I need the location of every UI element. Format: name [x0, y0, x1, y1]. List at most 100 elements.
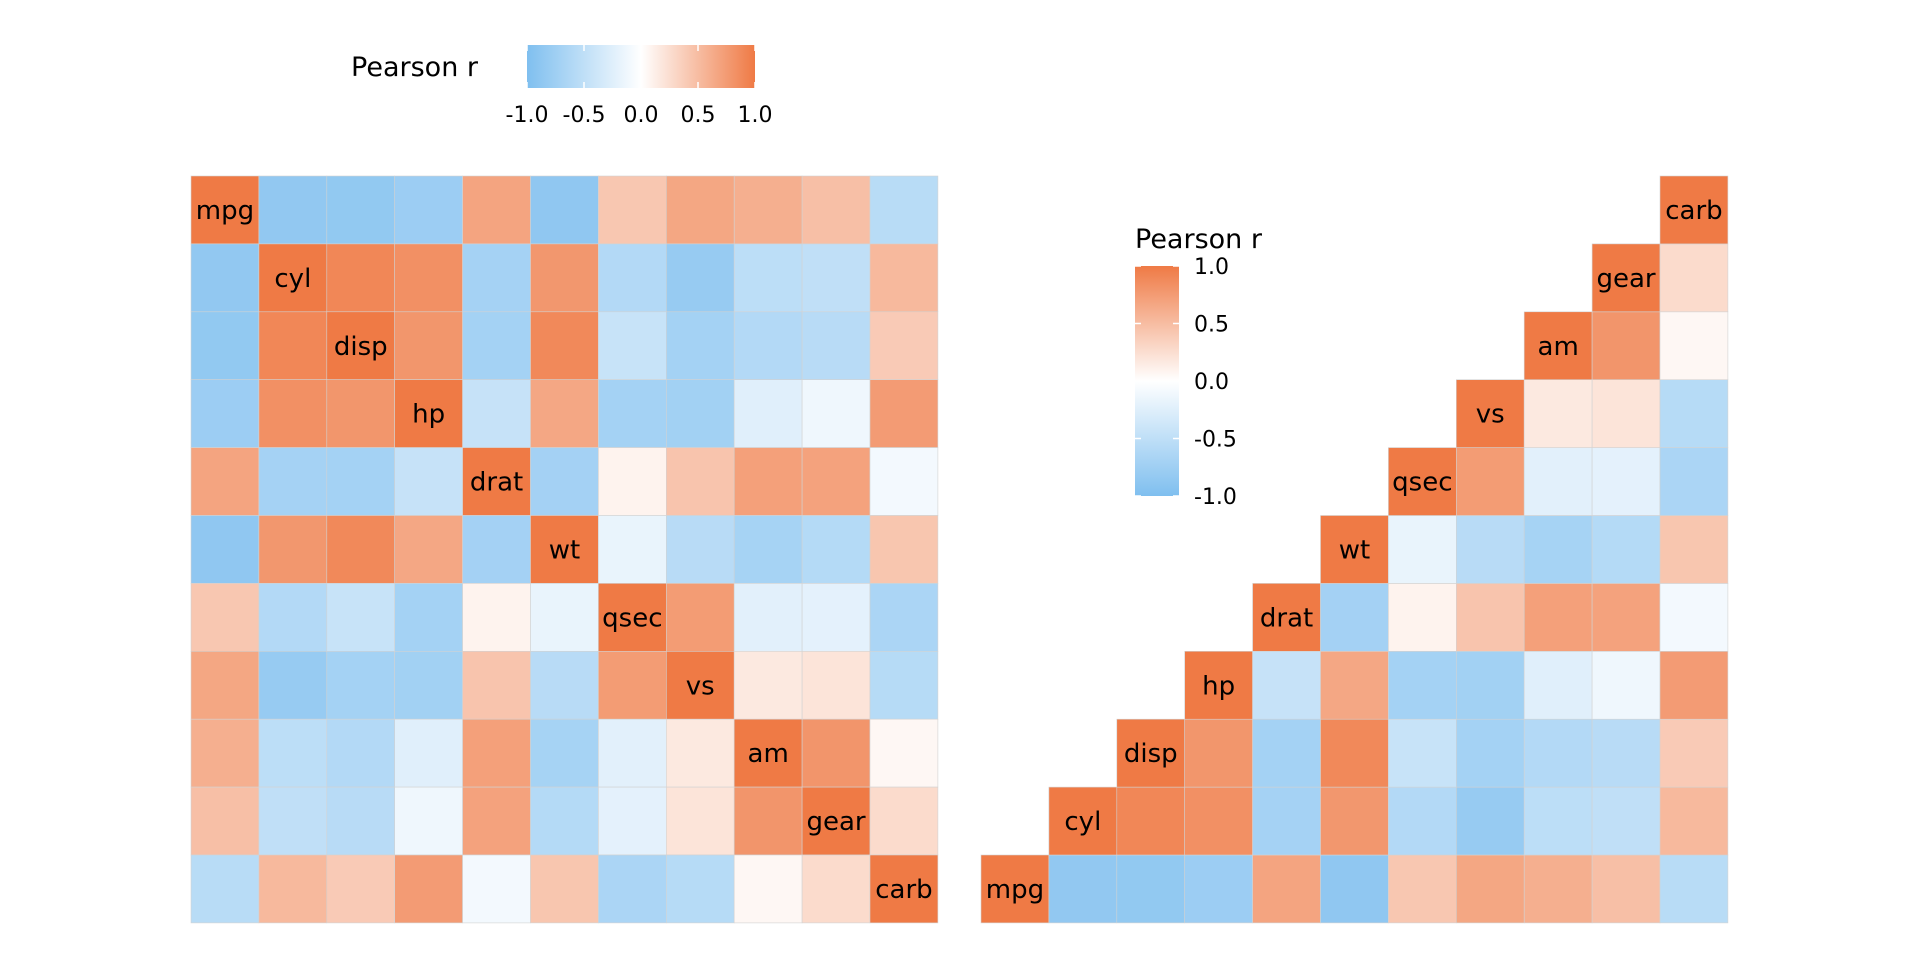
cell-drat-gear — [801, 447, 871, 516]
cell-hp-drat — [1252, 650, 1321, 720]
cell-vs-cyl — [258, 650, 328, 720]
legend-tick-label: -0.5 — [1194, 428, 1237, 453]
cell-am-vs — [665, 718, 735, 788]
cell-qsec-am — [1523, 447, 1593, 516]
diagonal-label: carb — [1665, 196, 1722, 226]
cell-cyl-wt — [530, 243, 599, 313]
cell-mpg-disp — [1116, 854, 1186, 924]
cell-mpg-wt — [1320, 854, 1389, 924]
legend-tick-label: 0.5 — [1194, 313, 1229, 338]
cell-carb-cyl — [258, 854, 328, 924]
diagonal-label: hp — [412, 400, 445, 430]
legend-tick-label: 0.5 — [681, 103, 716, 128]
diagonal-label: disp — [1124, 739, 1178, 769]
cell-cyl-drat — [462, 243, 531, 313]
cell-disp-gear — [1591, 718, 1661, 788]
legend-tick-label: 0.0 — [1194, 370, 1229, 395]
cell-qsec-qsec — [598, 583, 667, 652]
cell-am-cyl — [258, 718, 328, 788]
diagonal-label: drat — [1260, 603, 1313, 633]
cell-gear-qsec — [598, 786, 667, 856]
cell-vs-carb — [869, 650, 939, 720]
cell-mpg-hp — [1184, 854, 1253, 924]
cell-gear-wt — [530, 786, 599, 856]
cell-hp-am — [733, 379, 803, 448]
cell-hp-am — [1523, 650, 1593, 720]
cell-drat-vs — [1456, 583, 1525, 652]
cell-disp-wt — [530, 311, 599, 380]
cell-qsec-qsec — [1388, 447, 1457, 516]
cell-disp-qsec — [1388, 718, 1457, 788]
diagonal-label: mpg — [196, 196, 254, 226]
cell-disp-mpg — [190, 311, 260, 380]
cell-wt-qsec — [1388, 515, 1457, 584]
cell-qsec-am — [733, 583, 803, 652]
cell-mpg-disp — [326, 175, 395, 245]
cell-drat-mpg — [190, 447, 260, 516]
cell-disp-am — [1523, 718, 1593, 788]
cell-vs-hp — [394, 650, 463, 720]
cell-cyl-mpg — [190, 243, 260, 313]
cell-mpg-am — [733, 175, 803, 245]
cell-am-am — [733, 718, 803, 788]
cell-vs-disp — [326, 650, 395, 720]
diagonal-label: drat — [470, 468, 523, 498]
cell-drat-am — [1523, 583, 1593, 652]
cell-drat-qsec — [598, 447, 667, 516]
cell-cyl-qsec — [598, 243, 667, 313]
cell-am-wt — [530, 718, 599, 788]
cell-gear-am — [733, 786, 803, 856]
cell-drat-carb — [1659, 583, 1729, 652]
cell-qsec-gear — [801, 583, 871, 652]
cell-wt-disp — [326, 515, 395, 584]
cell-disp-am — [733, 311, 803, 380]
cell-wt-gear — [801, 515, 871, 584]
cell-cyl-gear — [801, 243, 871, 313]
cell-drat-am — [733, 447, 803, 516]
cell-carb-wt — [530, 854, 599, 924]
cell-mpg-carb — [1659, 854, 1729, 924]
diagonal-label: am — [748, 739, 789, 769]
cell-vs-vs — [1456, 379, 1525, 448]
diagonal-label: disp — [334, 332, 388, 362]
diagonal-label: gear — [806, 807, 865, 837]
cell-disp-carb — [869, 311, 939, 380]
cell-cyl-disp — [1116, 786, 1186, 856]
cell-wt-vs — [665, 515, 735, 584]
cell-carb-hp — [394, 854, 463, 924]
cell-drat-wt — [1320, 583, 1389, 652]
cell-hp-gear — [801, 379, 871, 448]
cell-drat-cyl — [258, 447, 328, 516]
cell-disp-qsec — [598, 311, 667, 380]
cell-cyl-cyl — [1048, 786, 1118, 856]
cell-cyl-gear — [1591, 786, 1661, 856]
cell-disp-wt — [1320, 718, 1389, 788]
cell-hp-hp — [1184, 650, 1253, 720]
cell-wt-mpg — [190, 515, 260, 584]
cell-cyl-cyl — [258, 243, 328, 313]
diagonal-label: gear — [1596, 264, 1655, 294]
cell-am-gear — [801, 718, 871, 788]
cell-mpg-hp — [394, 175, 463, 245]
cell-drat-vs — [665, 447, 735, 516]
cell-cyl-am — [733, 243, 803, 313]
cell-cyl-drat — [1252, 786, 1321, 856]
cell-cyl-hp — [394, 243, 463, 313]
cell-disp-disp — [1116, 718, 1186, 788]
cell-wt-hp — [394, 515, 463, 584]
cell-hp-drat — [462, 379, 531, 448]
cell-hp-cyl — [258, 379, 328, 448]
cell-qsec-hp — [394, 583, 463, 652]
cell-gear-disp — [326, 786, 395, 856]
legend-inset: Pearson r 1.0 0.5 0.0 -0.5 -1.0 — [1135, 224, 1263, 510]
cell-vs-gear — [1591, 379, 1661, 448]
cell-drat-drat — [462, 447, 531, 516]
cell-gear-carb — [869, 786, 939, 856]
cell-wt-wt — [1320, 515, 1389, 584]
cell-hp-wt — [530, 379, 599, 448]
cell-qsec-vs — [1456, 447, 1525, 516]
cell-hp-wt — [1320, 650, 1389, 720]
cell-disp-drat — [462, 311, 531, 380]
cell-am-hp — [394, 718, 463, 788]
